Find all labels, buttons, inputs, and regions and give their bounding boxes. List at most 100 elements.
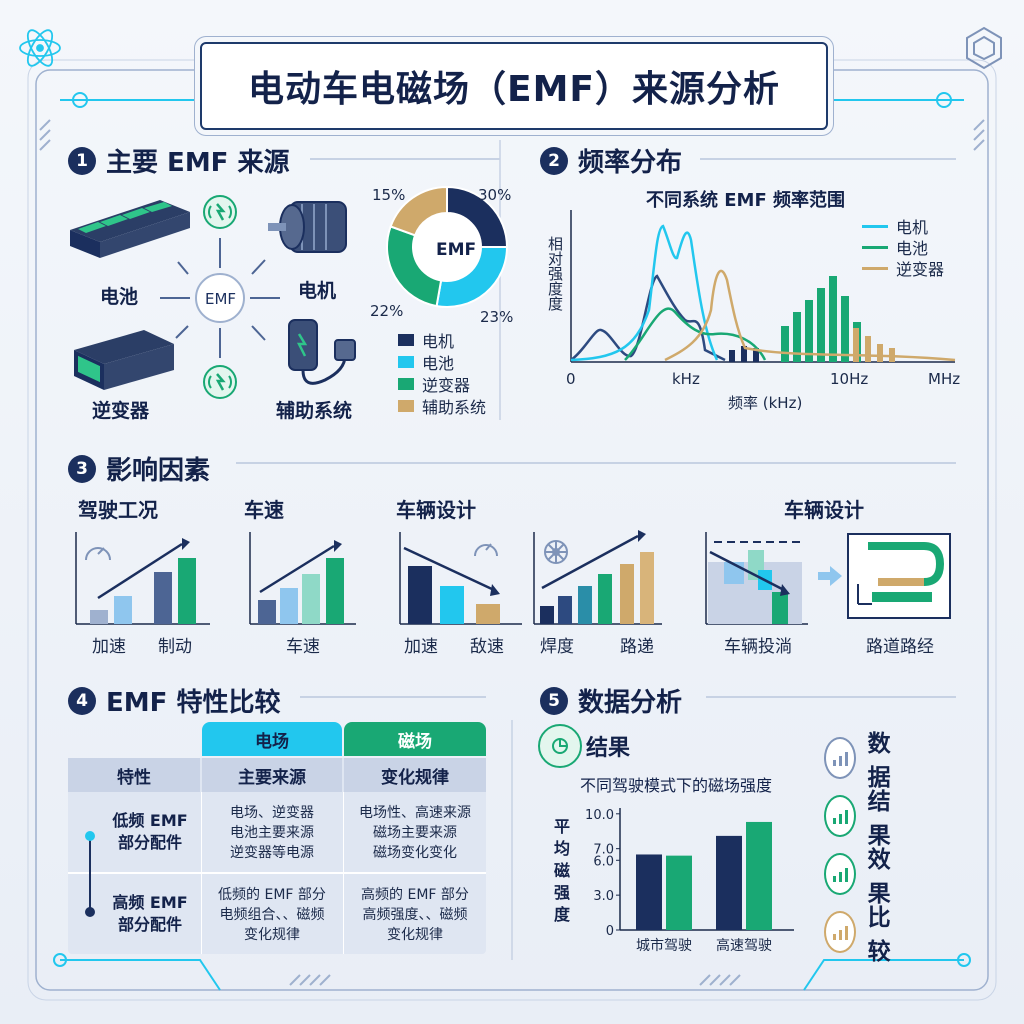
factor-1-label-a: 加速 [92,637,126,657]
freq-tick-3: MHz [928,370,961,388]
sources-diagram [70,195,356,399]
side-list-item: 比较 [824,898,901,966]
result-label: 结果 [586,736,631,761]
x-category-label: 城市驾驶 [636,937,692,954]
signal-top-icon [203,195,237,229]
freq-curve-dark [570,274,726,362]
y-tick-label: 3.0 [593,889,614,904]
row-2-label: 高频 EMF 部分配件 [112,893,188,934]
section-1-number: 1 [68,146,96,175]
freq-inverter-bars [853,328,895,362]
data-icon [824,737,856,779]
freq-legend-label: 电机 [896,218,929,237]
arrow-right-icon [818,566,842,586]
freq-legend-item: 电机 [862,214,928,238]
y-tick-label: 7.0 [593,843,614,858]
section-5-title: 数据分析 [578,688,683,718]
row-2-source: 低频的 EMF 部分 电频组合、、磁频 变化规律 [218,887,326,943]
section-3-heading: 3 影响因素 [68,450,210,487]
motor-icon [268,201,347,253]
analysis-y-label: 平均磁强度 [551,818,570,928]
donut-legend-swatch [398,334,414,346]
gauge-icon [474,543,498,557]
freq-legend-label: 电池 [896,239,929,258]
title-banner: 电动车电磁场（EMF）来源分析 [200,42,828,130]
freq-legend-swatch [862,266,888,270]
donut-center-label: EMF [436,240,477,260]
donut-legend-item: 电池 [398,350,454,374]
freq-battery-bars [781,276,861,362]
factor-1-title: 驾驶工况 [78,498,158,522]
factor-4-chart [533,530,662,625]
row-divider [68,872,486,874]
bar-0-0 [636,854,662,930]
freq-tick-0: 0 [566,370,576,388]
donut-legend-label: 逆变器 [422,376,471,395]
freq-curve-inverter [664,269,956,362]
page-title: 电动车电磁场（EMF）来源分析 [247,69,780,110]
section-2-rule [700,158,956,160]
compare-icon [824,911,856,953]
donut-legend-swatch [398,400,414,412]
col-magnetic-header: 磁场 [344,722,486,756]
donut-legend-label: 电池 [422,354,455,373]
factor-6-label-a: 路道路经 [866,637,934,657]
factor-5-label-a: 车辆投淌 [724,637,792,657]
emf-donut-chart [386,185,509,308]
freq-legend-item: 电池 [862,235,928,259]
inverter-icon [74,330,174,390]
side-list-item: 结果 [824,782,901,850]
wheel-icon [544,540,568,564]
donut-legend-item: 电机 [398,328,454,352]
y-tick-label: 6.0 [593,854,614,869]
pie-label-top-right: 30% [478,186,512,204]
factor-2-label-a: 车速 [286,637,320,657]
section-2-number: 2 [540,146,568,175]
bar-1-1 [746,821,772,930]
freq-chart-title: 不同系统 EMF 频率范围 [646,190,846,211]
factor-2-title: 车速 [244,498,284,522]
section-1-rule [310,158,500,160]
side-list-label: 比较 [867,905,891,965]
factor-1-label-b: 制动 [158,637,192,657]
result-bars-icon [824,795,856,837]
effect-icon [824,853,856,895]
section-5-rule [706,696,956,698]
header-pattern: 变化规律 [344,758,486,792]
section-3-rule [236,462,956,464]
freq-chart [570,210,956,363]
section-2-title: 频率分布 [578,148,683,178]
freq-legend-label: 逆变器 [896,260,945,279]
factor-6-diagram [847,533,951,619]
side-list-label: 结果 [867,789,891,849]
battery-label: 电池 [100,286,139,308]
speedometer-icon [85,547,111,561]
factors-charts [75,530,951,625]
header-property: 特性 [68,758,200,792]
freq-tick-1: kHz [672,370,700,388]
donut-legend-label: 电机 [422,332,455,351]
freq-legend-swatch [862,245,888,249]
freq-y-label: 相对强度度 [546,236,564,311]
freq-motor-bars [729,346,759,362]
section-5-heading: 5 数据分析 [540,682,682,719]
pie-label-top-left: 15% [372,186,406,204]
factor-4-label-a: 焊度 [540,637,574,657]
section-3-title: 影响因素 [106,456,211,486]
freq-curve-battery [624,307,767,361]
header-source: 主要来源 [202,758,342,792]
row-2-pattern: 高频的 EMF 部分 高频强度、、磁频 变化规律 [361,887,469,943]
y-tick-label: 10.0 [585,808,614,823]
col-electric-header: 电场 [202,722,342,756]
bar-0-1 [666,855,692,930]
pie-label-bottom-right: 23% [480,308,514,326]
x-category-label: 高速驾驶 [716,937,772,954]
side-list-label: 效果 [867,847,891,907]
side-list-label: 数据 [867,731,891,791]
result-icon [538,724,582,768]
freq-tick-2: 10Hz [830,370,869,388]
factor-4-label-b: 路递 [620,637,654,657]
section-4-rule [300,696,486,698]
freq-legend-swatch [862,224,888,228]
